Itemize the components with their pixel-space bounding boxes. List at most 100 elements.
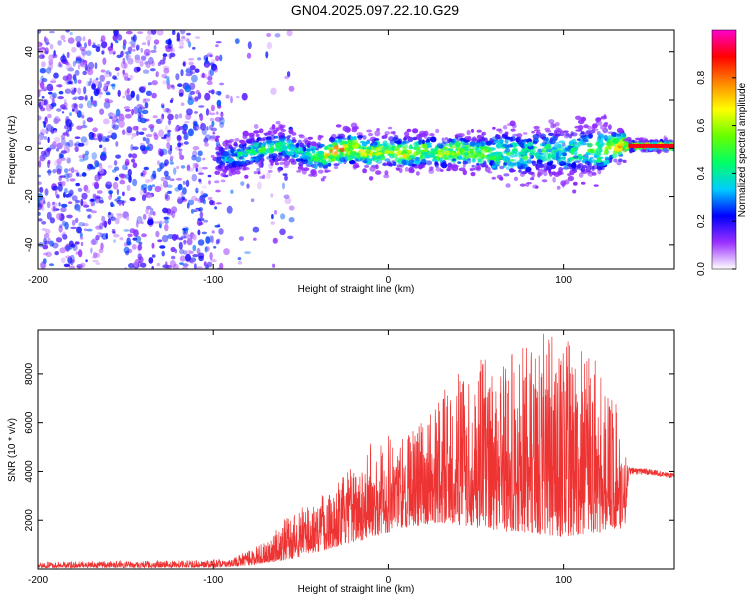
spectrogram-noise-blob	[66, 51, 70, 59]
spectrogram-noise-blob	[170, 246, 176, 253]
spectrogram-ridge-blob	[430, 166, 434, 170]
spectrogram-ridge-blob	[219, 161, 224, 166]
spectrogram-ridge-blob	[296, 142, 300, 148]
spectrogram-noise-blob	[65, 245, 71, 251]
spectrogram-noise-blob	[91, 100, 96, 105]
spectrogram-ridge-blob	[299, 142, 305, 148]
spectrogram-noise-blob	[43, 136, 48, 140]
spectrogram-noise-blob	[163, 170, 169, 177]
spectrogram-ridge-blob	[275, 120, 281, 125]
spectrogram-noise-blob	[127, 77, 131, 81]
spectrogram-noise-blob	[139, 106, 146, 110]
spectrogram-noise-blob	[57, 40, 62, 46]
spectrogram-noise-blob	[164, 219, 169, 224]
spectrogram-noise-blob	[136, 104, 143, 108]
spectrogram-noise-blob	[167, 120, 172, 123]
spectrogram-ridge-blob	[283, 160, 291, 166]
spectrogram-noise-blob	[191, 154, 197, 161]
spectrogram-ridge-blob	[339, 147, 345, 153]
spectrogram-noise-blob	[124, 113, 132, 119]
spectrogram-noise-blob	[74, 136, 81, 139]
spectrogram-noise-blob	[192, 254, 199, 258]
spectrogram-ridge-blob	[412, 128, 419, 134]
spectrogram-noise-blob	[75, 182, 80, 187]
spectrogram-noise-blob	[161, 234, 169, 243]
spectrogram-noise-blob	[69, 178, 76, 182]
spectrogram-ridge-blob	[441, 137, 445, 143]
spectrogram-ridge-blob	[244, 140, 251, 144]
spectrogram-ridge-blob	[253, 142, 260, 148]
spectrogram-noise-blob	[131, 108, 134, 116]
spectrogram-noise-blob	[186, 32, 191, 36]
spectrogram-ridge-blob	[479, 141, 486, 147]
spectrogram-noise-blob	[100, 35, 106, 42]
spectrogram-noise-blob	[209, 252, 213, 261]
spectrogram-noise-blob	[96, 133, 104, 139]
y-tick-label: -20	[24, 189, 35, 204]
spectrogram-ridge-blob	[391, 145, 395, 151]
spectrogram-ridge-blob	[214, 137, 219, 143]
y-tick-label: 0	[24, 145, 35, 151]
spectrogram-noise-blob	[183, 141, 189, 145]
spectrogram-ridge-blob	[275, 158, 281, 162]
spectrogram-ridge-blob	[337, 133, 341, 137]
spectrogram-ridge-blob	[437, 149, 442, 153]
spectrogram-ridge-blob	[595, 141, 601, 147]
spectrogram-noise-blob	[198, 105, 205, 108]
spectrogram-noise-blob	[73, 143, 78, 147]
spectrogram-noise-blob	[70, 226, 77, 230]
spectrogram-noise-blob	[80, 198, 84, 207]
spectrogram-noise-blob	[46, 201, 51, 209]
spectrogram-noise-blob	[167, 190, 172, 194]
spectrogram-ridge-blob	[523, 144, 528, 148]
spectrogram-noise-blob	[93, 159, 98, 164]
spectrogram-noise-blob	[215, 239, 220, 245]
spectrogram-noise-blob	[67, 37, 75, 44]
spectrogram-noise-blob	[270, 193, 274, 198]
spectrogram-noise-blob	[160, 176, 165, 182]
spectrogram-ridge-blob	[497, 151, 503, 156]
spectrogram-noise-blob	[215, 55, 220, 62]
spectrogram-noise-blob	[173, 263, 179, 269]
spectrogram-noise-blob	[43, 200, 46, 205]
spectrogram-ridge-blob	[495, 156, 499, 161]
spectrogram-ridge-blob	[256, 138, 260, 143]
spectrogram-noise-blob	[165, 125, 169, 132]
spectrogram-ridge-blob	[407, 137, 411, 140]
spectrogram-noise-blob	[82, 172, 86, 177]
spectrogram-ridge-blob	[396, 140, 402, 145]
spectrogram-noise-blob	[131, 158, 136, 163]
spectrogram-ridge-blob	[315, 147, 319, 151]
spectrogram-noise-blob	[163, 67, 170, 74]
spectrogram-noise-blob	[107, 130, 113, 134]
spectrogram-noise-blob	[80, 241, 84, 247]
spectrogram-ridge-blob	[611, 153, 618, 159]
spectrogram-ridge-blob	[605, 159, 610, 163]
spectrogram-ridge-blob	[451, 165, 459, 172]
spectrogram-noise-blob	[134, 57, 141, 64]
spectrogram-noise-blob	[185, 253, 191, 262]
spectrogram-noise-blob	[204, 142, 209, 147]
spectrogram-noise-blob	[178, 148, 183, 152]
spectrogram-ridge-blob	[260, 144, 265, 149]
spectrogram-ridge-blob	[250, 157, 255, 162]
spectrogram-noise-blob	[71, 195, 78, 201]
spectrogram-noise-blob	[219, 121, 225, 128]
spectrogram-noise-blob	[217, 223, 221, 228]
spectrogram-noise-blob	[178, 46, 184, 49]
spectrogram-noise-blob	[122, 191, 125, 197]
spectrogram-noise-blob	[195, 167, 199, 172]
spectrogram-noise-blob	[84, 94, 88, 101]
spectrogram-noise-blob	[95, 225, 102, 230]
spectrogram-noise-blob	[147, 82, 152, 86]
spectrogram-noise-blob	[119, 237, 124, 241]
spectrogram-ridge-blob	[241, 165, 247, 172]
spectrogram-ridge-blob	[369, 166, 376, 172]
spectrogram-ridge-blob	[425, 160, 433, 166]
spectrogram-noise-blob	[97, 232, 101, 235]
spectrogram-ridge-blob	[500, 139, 504, 143]
x-tick-label: 0	[386, 575, 392, 586]
spectrogram-noise-blob	[66, 172, 73, 178]
spectrogram-noise-blob	[82, 153, 85, 159]
spectrogram-ridge-blob	[395, 167, 400, 170]
